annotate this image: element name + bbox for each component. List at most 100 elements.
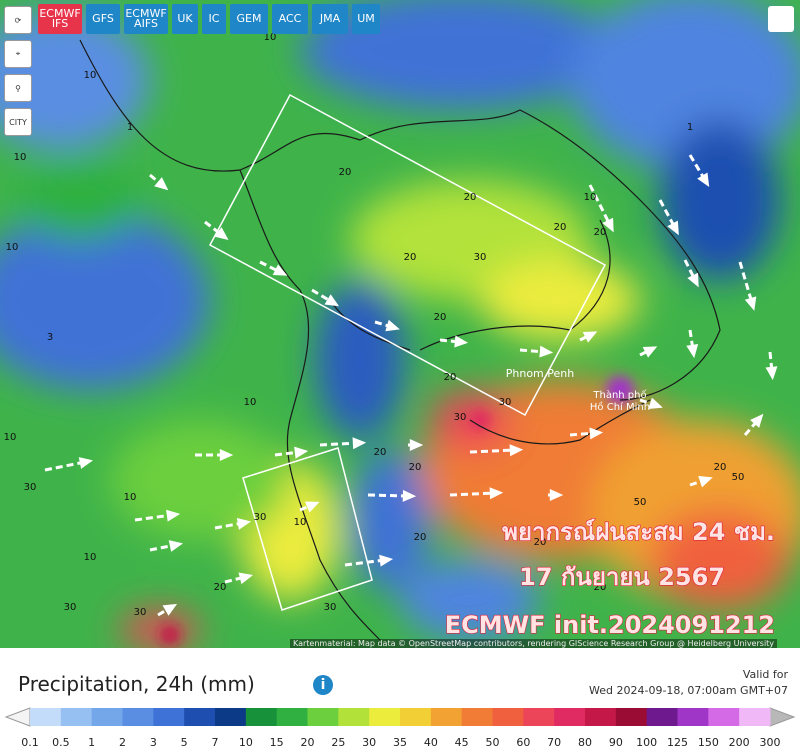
scale-swatch <box>554 708 586 726</box>
wind-arrow <box>519 348 546 354</box>
forecast-line: 17 กันยายน 2567 <box>519 563 725 591</box>
contour-label: 1 <box>127 122 133 133</box>
scale-tick-label: 35 <box>393 736 407 749</box>
wind-arrow-head <box>454 335 469 348</box>
wind-arrow <box>683 259 697 281</box>
contour-label: 20 <box>554 222 567 233</box>
wind-arrow <box>738 261 754 304</box>
color-scale: 0.1 0.5 1 2 3 5 7 10 15 20 25 30 35 40 45 50 60 70 80 90 100… <box>4 707 796 749</box>
scale-end <box>769 707 796 727</box>
zoom-button[interactable]: ⚲ <box>4 74 32 102</box>
wind-arrow-head <box>509 444 524 457</box>
scale-tick-label: 2 <box>119 736 126 749</box>
contour-label: 10 <box>244 397 257 408</box>
scale-swatch <box>646 708 678 726</box>
wind-arrows <box>44 154 778 617</box>
scale-swatch <box>369 708 401 726</box>
location-button[interactable]: ⌖ <box>4 40 32 68</box>
map[interactable]: 10 10 10 10 3 10 10 1 10 20 20 20 10 20 20 20 30 30 20 20 20… <box>0 0 800 648</box>
scale-swatch <box>91 708 123 726</box>
wind-arrow-head <box>549 489 564 501</box>
wind-arrow-head <box>409 439 424 451</box>
wind-arrow <box>658 199 677 229</box>
model-button[interactable]: ACC <box>272 4 308 34</box>
scale-tick-label: 125 <box>667 736 688 749</box>
reload-button[interactable]: ⟳ <box>4 6 32 34</box>
scale-swatch <box>184 708 216 726</box>
model-button[interactable]: UM <box>352 4 380 34</box>
contour-label: 50 <box>634 497 647 508</box>
scale-swatch <box>677 708 709 726</box>
place-label: Thành phố <box>592 389 646 401</box>
model-button[interactable]: ECMWF AIFS <box>124 4 168 34</box>
contour-label: 20 <box>714 462 727 473</box>
share-button[interactable] <box>768 6 794 32</box>
model-button[interactable]: UK <box>172 4 198 34</box>
scale-tick-label: 300 <box>760 736 781 749</box>
contour-label: 30 <box>64 602 77 613</box>
wind-arrow-head <box>539 345 554 358</box>
scale-swatch <box>739 708 771 726</box>
scale-tick-label: 40 <box>424 736 438 749</box>
model-button[interactable]: IC <box>202 4 226 34</box>
wind-arrow-head <box>589 427 604 440</box>
wind-arrow-head <box>162 603 178 616</box>
scale-swatch <box>276 708 308 726</box>
wind-arrow <box>449 491 496 497</box>
contour-label: 30 <box>134 607 147 618</box>
wind-arrow-head <box>154 177 169 191</box>
wind-arrow-head <box>324 294 340 307</box>
scale-tick-label: 0.5 <box>52 736 70 749</box>
wind-arrow <box>134 513 173 522</box>
wind-arrow <box>149 543 176 552</box>
contour-label: 10 <box>6 242 19 253</box>
scale-swatch <box>153 708 185 726</box>
scale-swatch <box>430 708 463 726</box>
contour-label: 30 <box>254 512 267 523</box>
contour-label: 20 <box>404 252 417 263</box>
contour-label: 20 <box>594 582 607 593</box>
attribution: Kartenmaterial: Map data © OpenStreetMap… <box>290 639 778 648</box>
wind-arrow-head <box>219 449 234 461</box>
wind-arrow-head <box>304 501 320 513</box>
scale-swatch <box>338 708 370 726</box>
contour-label: 30 <box>324 602 337 613</box>
wind-arrow <box>639 348 651 357</box>
model-button[interactable]: GFS <box>86 4 120 34</box>
info-button[interactable]: i <box>313 675 333 695</box>
contour-label: 1 <box>687 122 693 133</box>
wind-arrow-head <box>352 437 367 450</box>
model-button[interactable]: JMA <box>312 4 348 34</box>
forecast-overlay: พยากรณ์ฝนสะสม 24 ชม. 17 กันยายน 2567 ECM… <box>444 517 775 639</box>
wind-arrow <box>367 493 409 498</box>
contour-label: 3 <box>47 332 53 343</box>
model-button[interactable]: ECMWF IFS <box>38 4 82 34</box>
city-button[interactable]: CITY <box>4 108 32 136</box>
wind-arrow-head <box>648 397 663 410</box>
scale-tick-label: 150 <box>698 736 719 749</box>
scale-tick-label: 200 <box>729 736 750 749</box>
wind-arrow-head <box>489 487 504 500</box>
scale-tick-label: 3 <box>150 736 157 749</box>
wind-arrow-head <box>236 518 252 530</box>
wind-arrow-head <box>686 344 699 359</box>
wind-arrow-head <box>238 572 253 585</box>
scale-tick-label: 70 <box>547 736 561 749</box>
contour-label: 20 <box>534 537 547 548</box>
wind-arrow <box>259 260 281 274</box>
scale-tick-label: 20 <box>301 736 315 749</box>
contour-label: 20 <box>594 227 607 238</box>
wind-arrow-head <box>379 554 394 567</box>
wind-arrow <box>311 288 333 304</box>
wind-arrow-head <box>765 366 778 381</box>
scale-swatch <box>30 708 62 726</box>
wind-arrow <box>569 431 596 437</box>
scale-swatch <box>708 708 740 726</box>
model-button[interactable]: GEM <box>230 4 268 34</box>
wind-arrow <box>579 333 591 342</box>
scale-swatch <box>492 708 524 726</box>
wind-arrow-head <box>272 264 288 276</box>
contour-label: 30 <box>24 482 37 493</box>
wind-arrow <box>44 460 86 472</box>
